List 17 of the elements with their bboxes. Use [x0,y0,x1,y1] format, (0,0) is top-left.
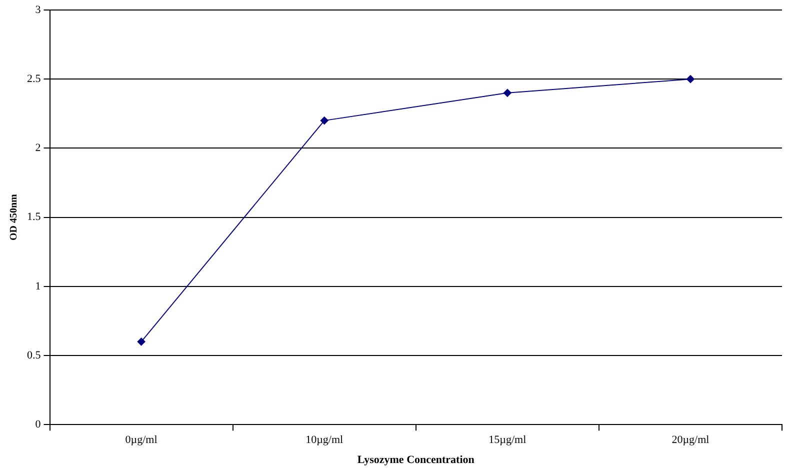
y-axis-title: OD 450nm [8,193,20,241]
point [503,88,512,97]
y-tick-label: 0 [35,418,42,430]
x-tick-label: 15µg/ml [488,434,526,446]
point [320,116,328,125]
point [686,75,694,84]
y-tick-label: 2 [35,142,41,154]
x-tick-label: 20µg/ml [672,434,710,446]
x-axis-title: Lysozyme Concentration [357,454,474,466]
x-tick-label: 10µg/ml [306,434,344,446]
point [137,338,146,346]
y-tick-label: 3 [35,4,42,16]
x-tick-label: 0µg/ml [125,434,158,446]
y-tick-label: 2.5 [27,72,42,85]
y-tick-label: 1 [35,280,41,292]
y-tick-label: 1.5 [27,211,42,224]
y-tick-label: 0.5 [27,349,42,362]
